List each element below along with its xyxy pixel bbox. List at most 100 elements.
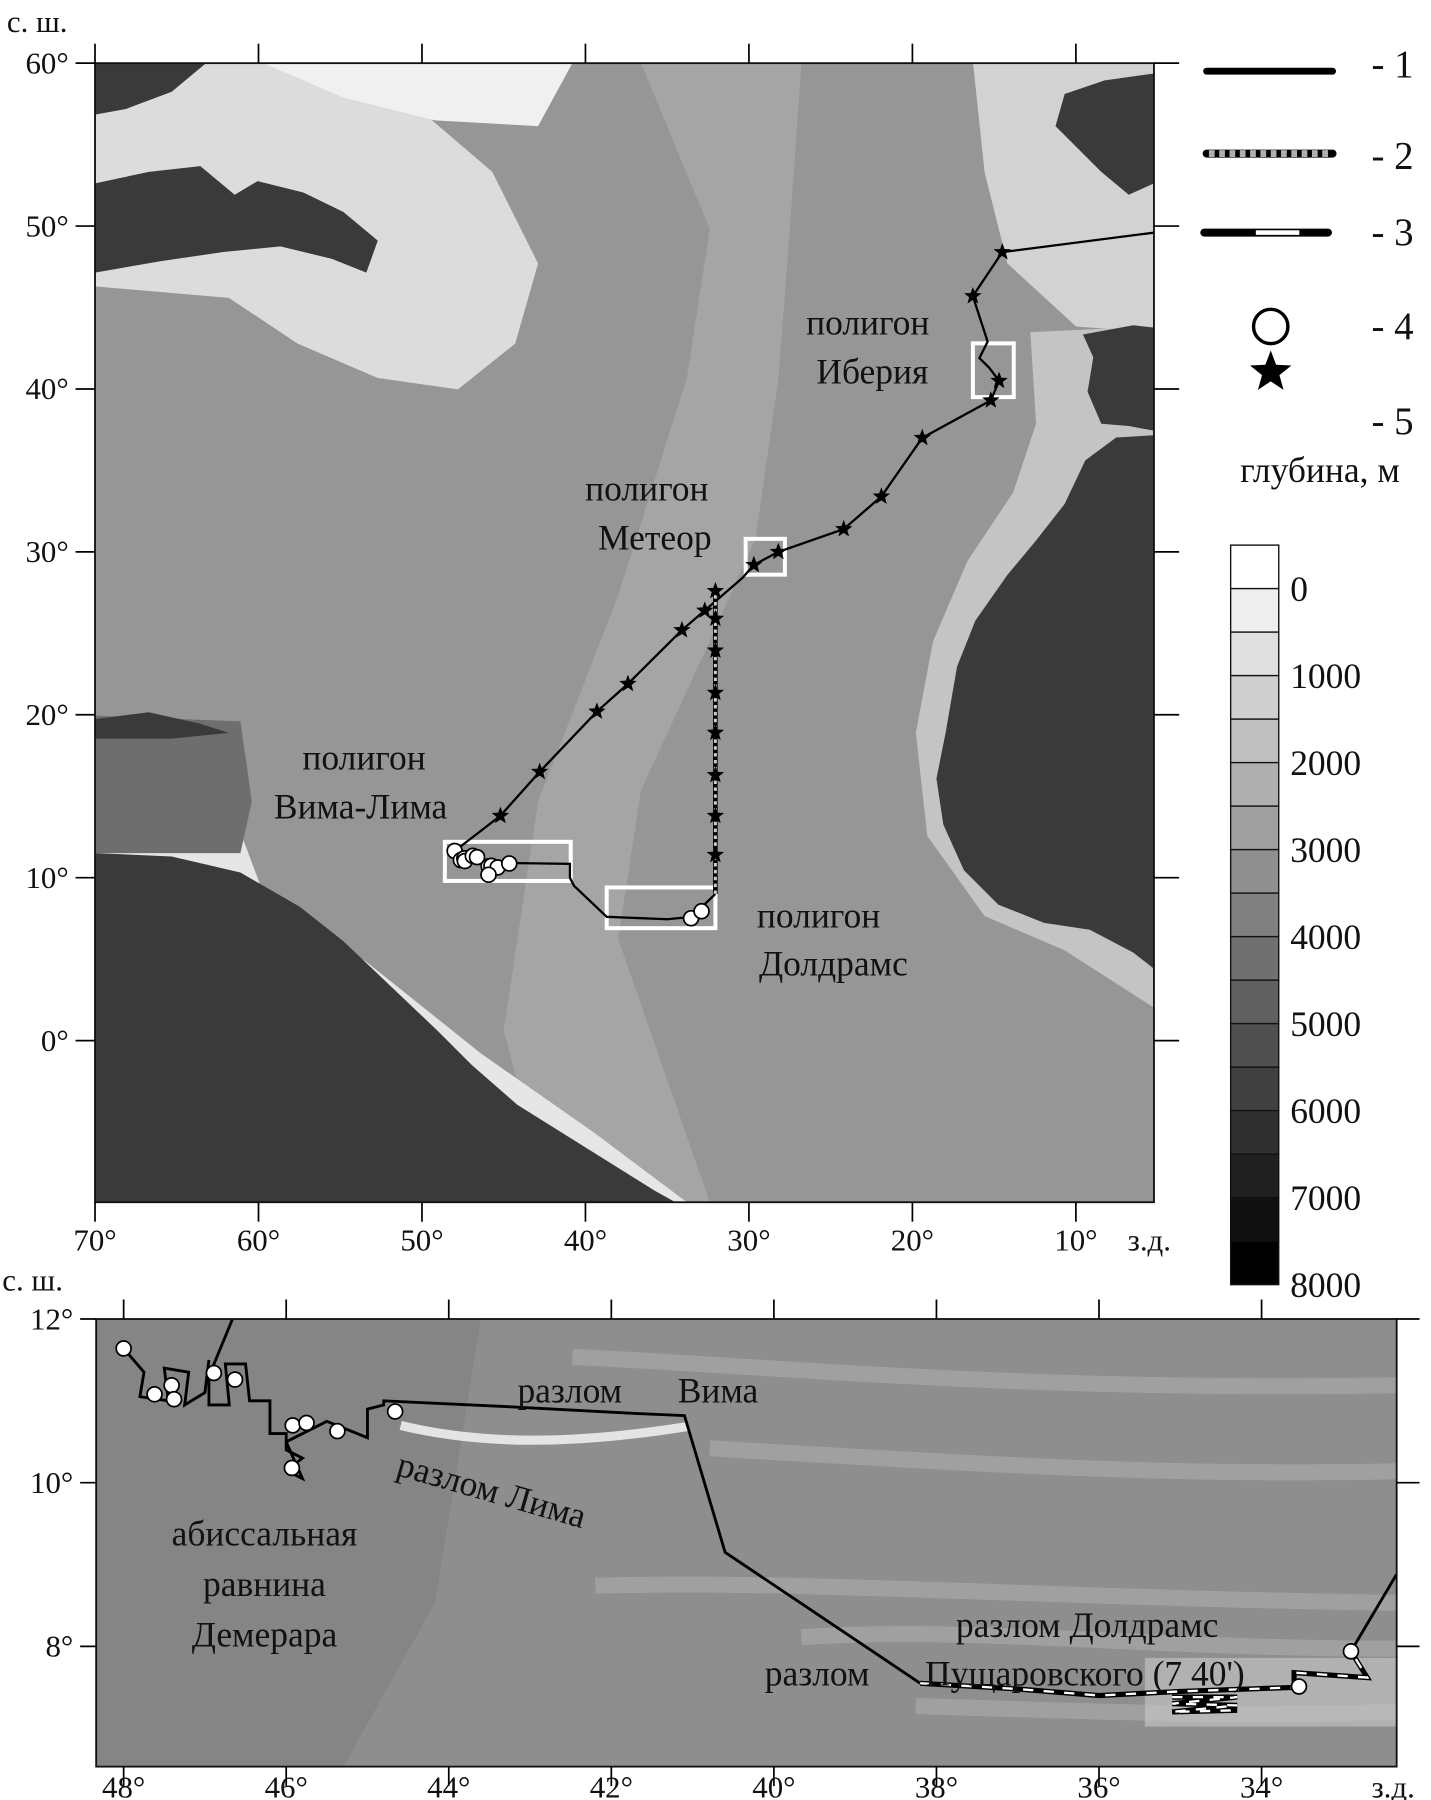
station-circle — [165, 1390, 183, 1408]
lon-tick-label: 46° — [265, 1770, 308, 1800]
depth-scale-title: глубина, м — [1240, 450, 1400, 490]
legend-label-2: - 2 — [1371, 134, 1413, 177]
station-star-icon — [619, 674, 637, 692]
station-circle — [480, 866, 497, 884]
station-star-icon — [706, 581, 725, 599]
vima-fracture-ridge — [399, 1421, 688, 1445]
station-star-icon — [706, 845, 725, 863]
lon-tick-label: 60° — [237, 1222, 280, 1257]
lon-tick-label: 38° — [915, 1770, 958, 1800]
label-meteor-2: Метеор — [598, 518, 712, 558]
lon-tick-label: 40° — [752, 1770, 795, 1800]
colorbar-label: 4000 — [1290, 917, 1361, 957]
lat-tick-label: 8° — [45, 1629, 73, 1664]
label-meteor-1: полигон — [585, 468, 708, 508]
shelf-light — [263, 63, 573, 127]
lat-tick-label: 40° — [25, 371, 68, 406]
colorbar-label: 3000 — [1290, 830, 1361, 870]
colorbar-band — [1229, 892, 1280, 938]
lon-tick-label: 20° — [891, 1222, 934, 1257]
lat-tick-label: 50° — [25, 208, 68, 243]
colorbar-band — [1229, 1240, 1280, 1286]
lon-tick-label: 50° — [400, 1222, 443, 1257]
colorbar-band — [1229, 761, 1280, 807]
label-doldrums-fault: разлом Долдрамс — [956, 1605, 1218, 1645]
polygon-box — [604, 885, 718, 931]
lon-tick-label: 40° — [564, 1222, 607, 1257]
land-south-america — [95, 853, 676, 1203]
colorbar-band — [1229, 1022, 1280, 1068]
polygon-box — [743, 536, 787, 577]
station-circle — [226, 1371, 244, 1388]
colorbar-band — [1229, 544, 1280, 590]
station-star-icon — [696, 601, 714, 618]
lat-tick-label: 10° — [30, 1465, 73, 1500]
lon-tick-label: 42° — [590, 1770, 633, 1800]
legend-label-5: - 5 — [1371, 400, 1413, 443]
route-type1-line — [1349, 1573, 1398, 1653]
label-doldrums-2: Долдрамс — [759, 944, 908, 984]
station-star-icon — [769, 542, 788, 560]
overview-map: 60° 50° 40° 30° 20° 10° 0° 70° 60° 50° 40° 30° 20° 10… — [7, 4, 1180, 1257]
station-star-icon — [706, 806, 725, 824]
station-star-icon — [491, 806, 510, 824]
label-demerara-2: равнина — [203, 1564, 326, 1604]
label-iberia-1: полигон — [806, 302, 929, 342]
land-caribbean-islands — [95, 712, 229, 739]
station-circle — [283, 1459, 301, 1477]
colorbar-label: 8000 — [1290, 1265, 1361, 1305]
station-star-icon — [588, 702, 606, 719]
legend: - 1 - 2 - 3 - 4 - 5 глубина, м 0 1000 2000… — [1200, 43, 1414, 1305]
colorbar-band — [1229, 805, 1280, 851]
detail-map: 12° 10° 8° 48° 46° 44° 42° 40° 38° 36° 34° с. ш. з… — [2, 1262, 1420, 1800]
land — [95, 63, 1154, 1203]
station-star-icon — [706, 683, 725, 701]
land-labrador — [95, 166, 378, 273]
station-circle — [1342, 1643, 1360, 1660]
lon-tick-label: 34° — [1240, 1770, 1283, 1800]
map-frame — [95, 1318, 1398, 1768]
legend-label-3: - 3 — [1371, 211, 1413, 254]
demerara-plain-shading — [96, 1318, 481, 1767]
station-star-icon — [913, 428, 931, 446]
label-vima-lima-1: полигон — [302, 737, 425, 777]
colorbar-band — [1229, 935, 1280, 981]
caribbean-basin — [95, 715, 252, 854]
route-type3-line — [920, 1650, 1370, 1697]
legend-label-1: - 1 — [1371, 43, 1413, 86]
label-pushcharovsky-2: Пущаровского (7 40') — [925, 1653, 1245, 1693]
label-vima-lima-2: Вима-Лима — [274, 787, 448, 827]
label-iberia-2: Иберия — [816, 352, 928, 392]
legend-circle-icon — [1251, 307, 1290, 346]
label-demerara-3: Демерара — [192, 1614, 338, 1654]
lat-tick-label: 60° — [25, 45, 68, 80]
land-greenland — [95, 63, 207, 115]
colorbar-band — [1229, 718, 1280, 764]
station-star-icon — [706, 609, 725, 627]
colorbar-label: 7000 — [1290, 1178, 1361, 1218]
station-star-icon — [990, 371, 1008, 389]
station-star-icon — [706, 765, 725, 783]
station-circle — [284, 1417, 302, 1434]
station-star-icon — [835, 519, 853, 537]
colorbar-band — [1229, 979, 1280, 1025]
station-circle — [468, 848, 486, 866]
colorbar-label: 1000 — [1290, 656, 1361, 696]
label-vima-word1: разлом — [517, 1371, 622, 1411]
route-type3-line — [1172, 1695, 1238, 1714]
station-circle — [500, 855, 518, 872]
lon-tick-label: 10° — [1054, 1222, 1097, 1257]
colorbar-label: 2000 — [1290, 743, 1361, 783]
lat-tick-label: 10° — [25, 860, 68, 895]
colorbar-band — [1229, 631, 1280, 677]
station-circle — [146, 1386, 163, 1403]
land-africa — [936, 435, 1154, 969]
lat-tick-label: 20° — [25, 697, 68, 732]
colorbar-band — [1229, 848, 1280, 894]
legend-star-icon — [1250, 350, 1292, 390]
colorbar-label: 5000 — [1290, 1004, 1361, 1044]
station-star-icon — [982, 391, 1000, 408]
colorbar-band — [1229, 1153, 1280, 1199]
route-survey-line — [122, 1347, 211, 1408]
lon-tick-label: 48° — [102, 1770, 145, 1800]
